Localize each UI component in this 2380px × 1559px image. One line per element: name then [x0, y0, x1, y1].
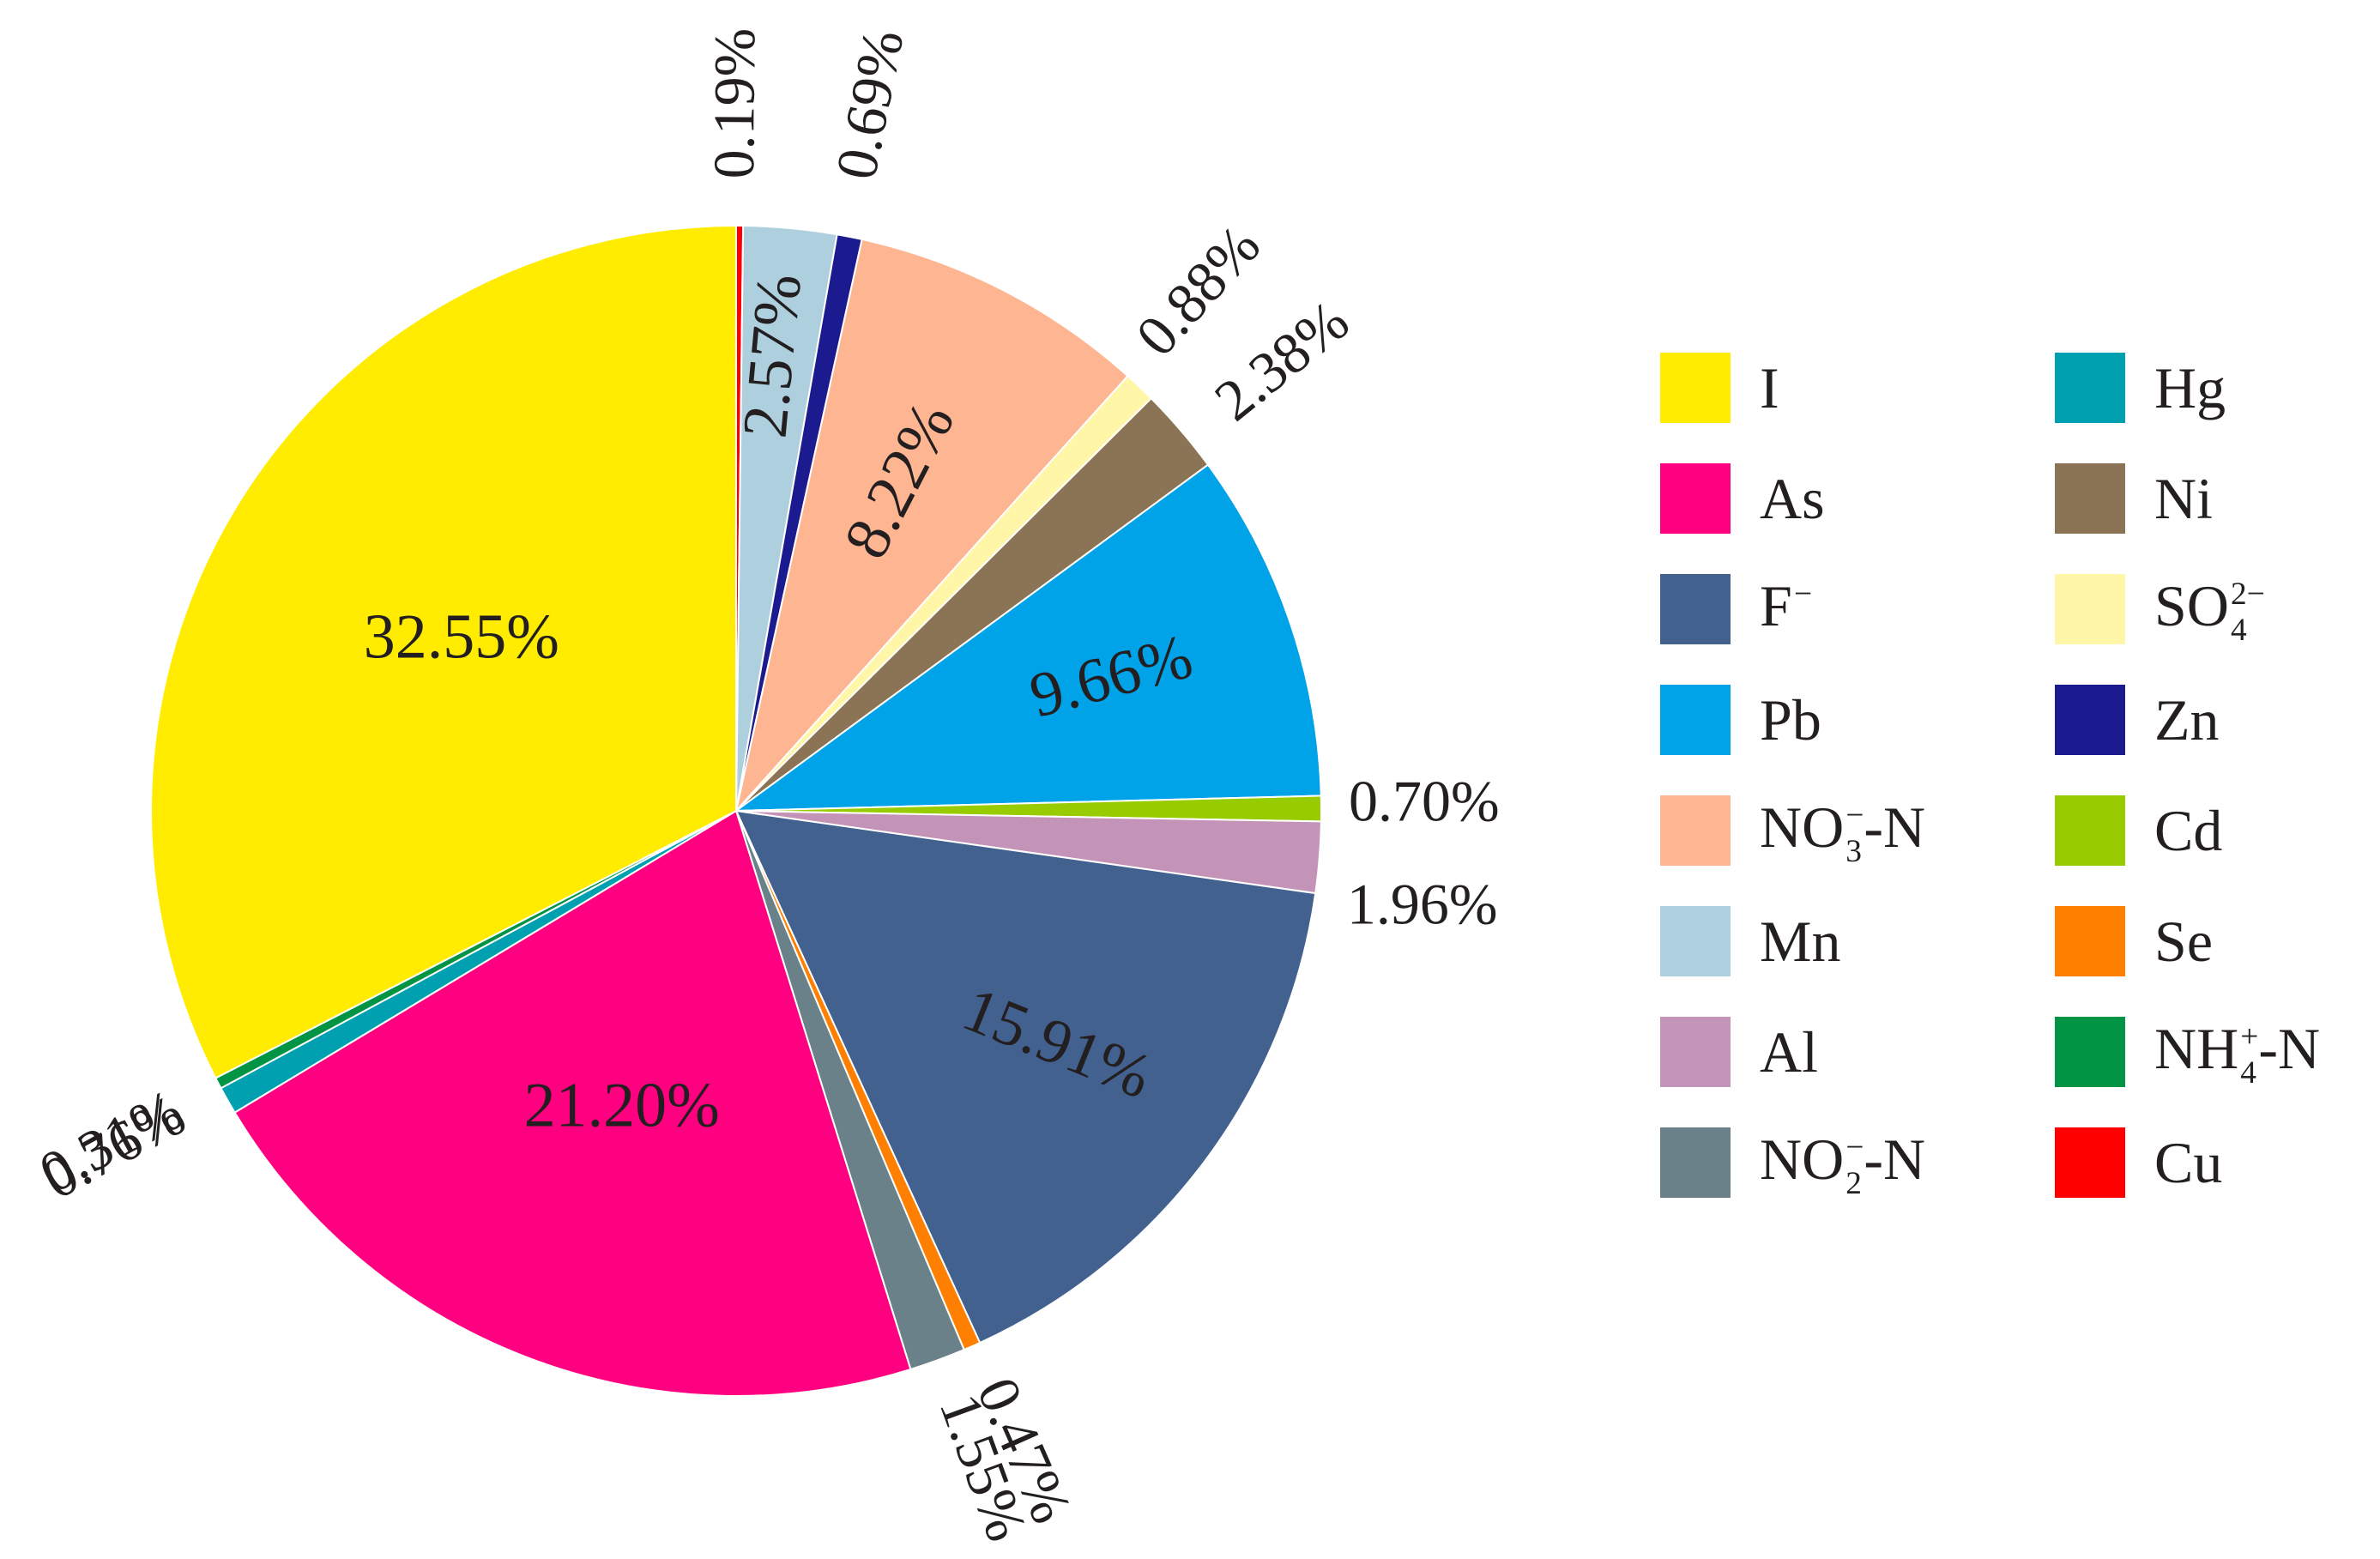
- legend-item: Ni: [2055, 462, 2213, 535]
- legend-item: NH +4 -N: [2055, 1016, 2321, 1091]
- slice-label-al: 1.96%: [1347, 871, 1498, 936]
- legend-item: Cu: [2055, 1127, 2222, 1199]
- chart-legend: I As F − Pb NO −3 -N Mn Al NO −2 -N Hg Ni SO 2− 4 Zn Cd Se…: [1660, 352, 2372, 1210]
- legend-swatch: [2055, 574, 2125, 644]
- legend-item: SO 2− 4: [2055, 573, 2265, 648]
- legend-swatch: [1660, 574, 1731, 644]
- pie-slices: [150, 224, 1322, 1397]
- legend-label: As: [1760, 465, 1825, 531]
- legend-swatch: [1660, 1127, 1731, 1198]
- pie-slice-no3n: [734, 238, 1129, 814]
- legend-item: Al: [1660, 1016, 1818, 1088]
- slice-label-nh4n: 0.31%: [29, 1077, 193, 1206]
- legend-swatch: [2055, 685, 2125, 755]
- legend-item: Mn: [1660, 905, 1840, 977]
- legend-item: Zn: [2055, 684, 2220, 756]
- legend-label: NO −3 -N: [1760, 795, 1926, 869]
- legend-swatch: [1660, 795, 1731, 866]
- slice-label-zn: 0.69%: [823, 24, 916, 184]
- legend-label: Al: [1760, 1018, 1818, 1085]
- legend-swatch: [2055, 353, 2125, 423]
- slice-label-mn: 2.57%: [730, 271, 815, 441]
- legend-label: NO −2 -N: [1760, 1127, 1926, 1201]
- slice-label-i: 32.55%: [364, 601, 559, 672]
- legend-swatch: [2055, 1017, 2125, 1087]
- pie-slice-pb: [733, 463, 1322, 813]
- legend-item: Cd: [2055, 795, 2222, 867]
- slice-label-as: 21.20%: [524, 1071, 720, 1141]
- legend-item: NO −2 -N: [1660, 1127, 1925, 1199]
- legend-label: Ni: [2154, 465, 2213, 531]
- pie-slice-f: [734, 809, 1317, 1344]
- slice-label-cu: 0.19%: [701, 28, 767, 179]
- pie-slice-i: [150, 224, 737, 1079]
- legend-label: Cu: [2154, 1129, 2223, 1195]
- legend-label: F −: [1760, 573, 1812, 639]
- legend-swatch: [1660, 463, 1731, 534]
- legend-swatch: [1660, 906, 1731, 976]
- legend-swatch: [1660, 1017, 1731, 1087]
- pie-slice-as: [233, 809, 912, 1397]
- legend-label: I: [1760, 354, 1779, 420]
- legend-label: Se: [2154, 908, 2213, 974]
- legend-swatch: [2055, 463, 2125, 534]
- legend-label: Hg: [2154, 354, 2226, 420]
- slice-label-ni: 2.38%: [1203, 287, 1361, 433]
- legend-item: Pb: [1660, 684, 1821, 756]
- legend-swatch: [2055, 906, 2125, 976]
- legend-label: Mn: [1760, 908, 1841, 974]
- legend-item: Se: [2055, 905, 2213, 977]
- legend-label: Zn: [2154, 686, 2220, 752]
- legend-label: Cd: [2154, 797, 2223, 863]
- legend-item: NO −3 -N: [1660, 795, 1925, 867]
- legend-swatch: [1660, 685, 1731, 755]
- legend-item: Hg: [2055, 352, 2226, 424]
- legend-label: SO 2− 4: [2154, 573, 2265, 648]
- legend-swatch: [1660, 353, 1731, 423]
- legend-label: NH +4 -N: [2154, 1016, 2321, 1091]
- legend-swatch: [2055, 795, 2125, 866]
- legend-item: F −: [1660, 573, 1812, 645]
- legend-swatch: [2055, 1127, 2125, 1198]
- slice-label-cd: 0.70%: [1349, 768, 1500, 833]
- legend-label: Pb: [1760, 686, 1821, 752]
- legend-item: I: [1660, 352, 1779, 424]
- legend-item: As: [1660, 462, 1825, 535]
